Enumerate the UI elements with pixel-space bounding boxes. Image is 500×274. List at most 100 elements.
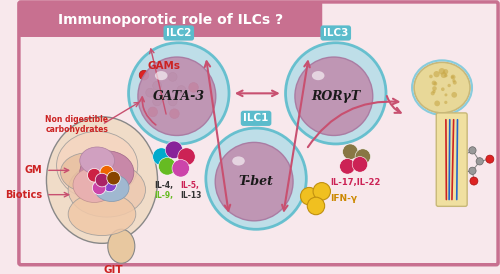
Circle shape xyxy=(103,178,117,192)
Circle shape xyxy=(148,107,158,117)
Circle shape xyxy=(444,145,452,153)
Ellipse shape xyxy=(68,162,146,217)
Ellipse shape xyxy=(80,151,134,194)
Circle shape xyxy=(443,69,448,74)
Circle shape xyxy=(450,160,458,167)
Ellipse shape xyxy=(312,71,324,80)
Circle shape xyxy=(88,169,101,182)
FancyBboxPatch shape xyxy=(19,2,498,265)
Circle shape xyxy=(352,157,368,172)
Ellipse shape xyxy=(286,43,386,144)
Circle shape xyxy=(469,147,476,154)
Text: ILC2: ILC2 xyxy=(166,28,192,38)
Circle shape xyxy=(452,79,456,82)
Circle shape xyxy=(434,82,438,86)
Circle shape xyxy=(158,158,176,175)
Ellipse shape xyxy=(232,156,245,165)
Circle shape xyxy=(189,82,198,92)
Circle shape xyxy=(430,91,435,95)
Text: IL-4,: IL-4, xyxy=(154,181,173,190)
Text: IL-17,IL-22: IL-17,IL-22 xyxy=(330,178,380,187)
Circle shape xyxy=(95,173,108,187)
Text: ILC1: ILC1 xyxy=(244,113,269,123)
Text: RORγT: RORγT xyxy=(311,90,360,103)
Circle shape xyxy=(444,74,448,77)
Ellipse shape xyxy=(80,147,114,174)
Circle shape xyxy=(166,141,182,159)
Circle shape xyxy=(434,101,440,106)
Text: T-bet: T-bet xyxy=(238,175,274,188)
Circle shape xyxy=(107,171,120,185)
Circle shape xyxy=(308,197,324,215)
Circle shape xyxy=(139,70,149,80)
Circle shape xyxy=(152,81,162,90)
Circle shape xyxy=(452,81,456,85)
Circle shape xyxy=(342,144,358,159)
Ellipse shape xyxy=(108,229,135,263)
Text: GAMs: GAMs xyxy=(148,61,180,71)
Circle shape xyxy=(476,158,484,165)
Circle shape xyxy=(432,86,437,91)
Circle shape xyxy=(469,167,476,175)
Ellipse shape xyxy=(56,132,138,199)
Circle shape xyxy=(152,97,162,106)
Circle shape xyxy=(452,92,457,98)
Ellipse shape xyxy=(73,167,116,202)
Text: Non digestible
carbohydrates: Non digestible carbohydrates xyxy=(46,115,108,134)
Ellipse shape xyxy=(206,128,306,229)
Ellipse shape xyxy=(215,142,293,221)
FancyBboxPatch shape xyxy=(19,2,322,37)
Circle shape xyxy=(355,149,370,164)
Circle shape xyxy=(452,176,460,184)
Circle shape xyxy=(450,75,456,79)
Text: IL-5,: IL-5, xyxy=(180,181,200,190)
Text: IL-9,: IL-9, xyxy=(154,191,173,200)
Circle shape xyxy=(470,177,478,185)
Circle shape xyxy=(486,155,494,163)
Ellipse shape xyxy=(155,71,168,80)
Text: ILC3: ILC3 xyxy=(323,28,348,38)
Circle shape xyxy=(440,72,446,78)
Circle shape xyxy=(168,97,177,106)
Circle shape xyxy=(429,75,432,78)
Text: GIT: GIT xyxy=(104,265,124,274)
Ellipse shape xyxy=(94,174,129,201)
Ellipse shape xyxy=(295,57,373,135)
Ellipse shape xyxy=(128,43,229,144)
Text: Immunoporotic role of ILCs ?: Immunoporotic role of ILCs ? xyxy=(58,13,283,27)
Text: IFN-γ: IFN-γ xyxy=(330,194,357,203)
Circle shape xyxy=(100,165,114,179)
Circle shape xyxy=(152,148,170,165)
Text: GATA-3: GATA-3 xyxy=(152,90,205,103)
Circle shape xyxy=(146,88,154,97)
Circle shape xyxy=(441,87,444,91)
Circle shape xyxy=(456,154,463,161)
Circle shape xyxy=(313,182,330,200)
Circle shape xyxy=(444,101,448,104)
Circle shape xyxy=(170,109,179,118)
Circle shape xyxy=(168,73,177,81)
Circle shape xyxy=(456,167,463,175)
Text: GM: GM xyxy=(24,165,42,175)
Ellipse shape xyxy=(414,62,470,113)
Circle shape xyxy=(438,68,445,75)
Circle shape xyxy=(444,93,448,96)
Circle shape xyxy=(92,181,106,195)
Ellipse shape xyxy=(68,193,136,236)
Circle shape xyxy=(340,159,355,174)
Text: IL-13: IL-13 xyxy=(180,191,202,200)
Circle shape xyxy=(172,159,190,177)
Circle shape xyxy=(448,84,451,87)
Circle shape xyxy=(451,76,454,79)
Circle shape xyxy=(434,71,440,77)
Circle shape xyxy=(432,81,436,85)
Circle shape xyxy=(432,90,436,93)
Ellipse shape xyxy=(138,57,216,135)
Text: Biotics: Biotics xyxy=(5,190,42,200)
Circle shape xyxy=(177,86,186,95)
Circle shape xyxy=(300,187,318,205)
FancyBboxPatch shape xyxy=(436,113,467,206)
Ellipse shape xyxy=(46,117,158,243)
Ellipse shape xyxy=(60,153,114,192)
Circle shape xyxy=(178,148,195,165)
